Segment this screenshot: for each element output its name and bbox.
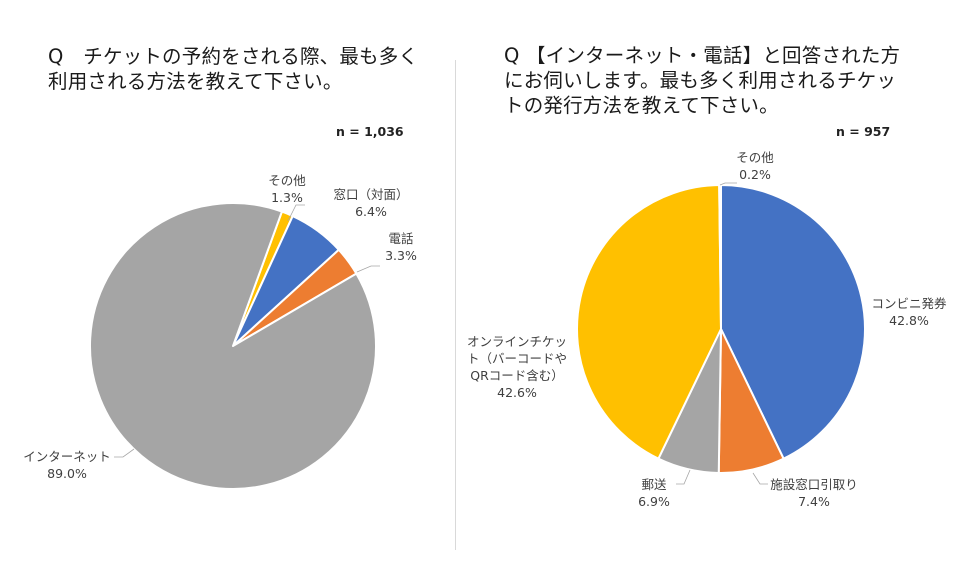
leader-line-yuso: [676, 469, 691, 485]
label-online: オンラインチケッ ト（バーコードや QRコード含む） 42.6%: [462, 333, 572, 401]
label-internet: インターネット 89.0%: [20, 448, 114, 482]
label-konbini: コンビニ発券 42.8%: [866, 295, 952, 329]
left-question-line-2: 利用される方法を教えて下さい。: [48, 70, 343, 93]
right-question: Q 【インターネット・電話】と回答された方 にお伺いします。最も多く利用されるチ…: [504, 43, 900, 118]
label-shisetsu-value: 7.4%: [798, 494, 830, 509]
label-sonota-right: その他 0.2%: [730, 149, 780, 183]
label-konbini-value: 42.8%: [889, 313, 929, 328]
label-online-value: 42.6%: [497, 385, 537, 400]
label-sonota-right-name: その他: [736, 150, 774, 165]
right-sample-size: n = 957: [836, 124, 891, 139]
label-yuso-name: 郵送: [641, 477, 667, 492]
label-online-line-3: QRコード含む）: [470, 368, 564, 383]
slice-online: [576, 184, 722, 460]
leader-line-internet: [114, 448, 135, 458]
label-internet-name: インターネット: [23, 449, 111, 464]
right-question-line-1: Q 【インターネット・電話】と回答された方: [504, 44, 901, 67]
pie-left: [89, 201, 377, 490]
label-madoguchi-value: 6.4%: [355, 204, 387, 219]
label-sonota-right-value: 0.2%: [739, 167, 771, 182]
pie-right: [576, 183, 866, 474]
label-sonota-left: その他 1.3%: [258, 172, 316, 206]
right-question-line-3: トの発行方法を教えて下さい。: [504, 94, 779, 117]
leader-line-shisetsu: [752, 472, 768, 485]
right-question-line-2: にお伺いします。最も多く利用されるチケッ: [504, 69, 897, 92]
slice-konbini: [720, 184, 866, 460]
label-sonota-left-name: その他: [268, 173, 306, 188]
label-yuso: 郵送 6.9%: [632, 476, 676, 510]
leader-line-denwa: [356, 265, 380, 273]
left-question: Q チケットの予約をされる際、最も多く 利用される方法を教えて下さい。: [48, 44, 418, 94]
panel-divider: [455, 60, 456, 550]
slice-internet: [89, 201, 377, 490]
label-shisetsu: 施設窓口引取り 7.4%: [764, 476, 864, 510]
left-sample-size: n = 1,036: [336, 124, 404, 139]
label-denwa-value: 3.3%: [385, 248, 417, 263]
label-sonota-left-value: 1.3%: [271, 190, 303, 205]
label-denwa: 電話 3.3%: [376, 230, 426, 264]
label-denwa-name: 電話: [388, 231, 414, 246]
leader-line-madoguchi: [287, 204, 305, 222]
leader-lines: [114, 182, 768, 485]
label-shisetsu-name: 施設窓口引取り: [770, 477, 858, 492]
label-online-line-1: オンラインチケッ: [466, 334, 567, 349]
label-yuso-value: 6.9%: [638, 494, 670, 509]
label-konbini-name: コンビニ発券: [871, 296, 947, 311]
leader-line-sonota-right: [719, 182, 737, 186]
label-online-line-2: ト（バーコードや: [466, 351, 567, 366]
left-question-line-1: Q チケットの予約をされる際、最も多く: [48, 45, 419, 68]
label-internet-value: 89.0%: [47, 466, 87, 481]
label-madoguchi-name: 窓口（対面）: [333, 187, 409, 202]
label-madoguchi: 窓口（対面） 6.4%: [330, 186, 412, 220]
